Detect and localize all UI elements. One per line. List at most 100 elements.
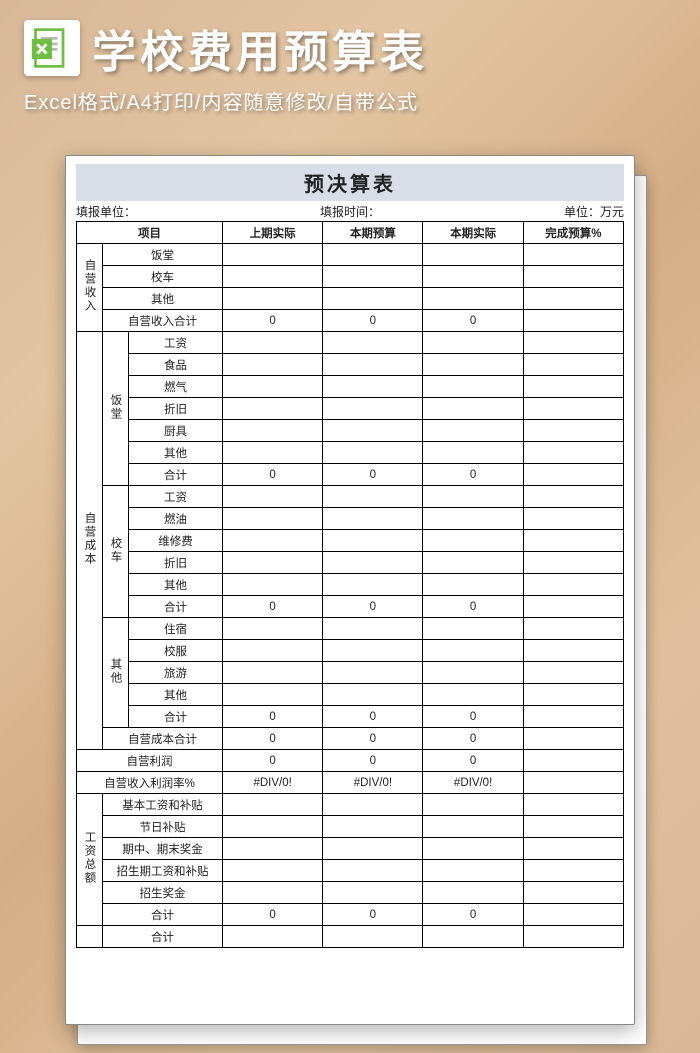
cell <box>423 508 523 530</box>
cell <box>223 354 323 376</box>
subtotal-cost: 自营成本合计 <box>103 728 223 750</box>
cell <box>323 640 423 662</box>
row-label: 折旧 <box>129 398 223 420</box>
cell <box>423 442 523 464</box>
cell: 0 <box>223 706 323 728</box>
group-salary: 工资总额 <box>77 794 103 926</box>
cell <box>223 266 323 288</box>
cell <box>423 618 523 640</box>
cell: #DIV/0! <box>223 772 323 794</box>
cell <box>523 310 623 332</box>
cell <box>523 266 623 288</box>
cell: 0 <box>423 310 523 332</box>
cell <box>423 332 523 354</box>
cell: 0 <box>223 750 323 772</box>
cell <box>523 794 623 816</box>
col-budget: 本期预算 <box>323 222 423 244</box>
cell <box>423 288 523 310</box>
cell <box>423 882 523 904</box>
cell <box>423 794 523 816</box>
cell: 0 <box>423 728 523 750</box>
row-label: 期中、期末奖金 <box>103 838 223 860</box>
row-label: 其他 <box>103 288 223 310</box>
cell: 0 <box>223 904 323 926</box>
cell <box>523 464 623 486</box>
cell <box>323 288 423 310</box>
cell <box>323 508 423 530</box>
cell <box>323 420 423 442</box>
cell <box>323 662 423 684</box>
cell: 0 <box>323 596 423 618</box>
cell <box>223 794 323 816</box>
cell <box>523 772 623 794</box>
cell <box>323 398 423 420</box>
row-label: 厨具 <box>129 420 223 442</box>
cell <box>523 684 623 706</box>
row-label: 其他 <box>129 574 223 596</box>
cell <box>223 838 323 860</box>
cell: 0 <box>323 706 423 728</box>
cell <box>323 816 423 838</box>
cell: 0 <box>223 310 323 332</box>
cell <box>523 728 623 750</box>
cell <box>423 354 523 376</box>
cell <box>523 838 623 860</box>
cell <box>423 860 523 882</box>
cell <box>323 860 423 882</box>
cell <box>523 288 623 310</box>
row-label: 合计 <box>103 904 223 926</box>
row-profit: 自营利润 <box>77 750 223 772</box>
row-label: 校服 <box>129 640 223 662</box>
cell <box>423 486 523 508</box>
row-label: 食品 <box>129 354 223 376</box>
cell <box>423 398 523 420</box>
cell <box>523 332 623 354</box>
row-label: 旅游 <box>129 662 223 684</box>
cell <box>223 574 323 596</box>
sheet-title: 预决算表 <box>76 164 624 201</box>
subgroup: 饭堂 <box>103 332 129 486</box>
row-label: 招生奖金 <box>103 882 223 904</box>
row-label: 合计 <box>129 706 223 728</box>
promo-subtitle: Excel格式/A4打印/内容随意修改/自带公式 <box>24 86 676 115</box>
row-label: 招生期工资和补贴 <box>103 860 223 882</box>
row-label: 其他 <box>129 442 223 464</box>
subgroup: 校车 <box>103 486 129 618</box>
row-label: 工资 <box>129 486 223 508</box>
cell <box>223 332 323 354</box>
cell <box>523 244 623 266</box>
cell: #DIV/0! <box>323 772 423 794</box>
col-actual: 本期实际 <box>423 222 523 244</box>
cell <box>223 882 323 904</box>
cell <box>523 486 623 508</box>
paper-stack: 预决算表 填报单位： 填报时间： 单位：万元 项目上期实际本期预算本期实际完成预… <box>65 155 635 1025</box>
tail-left <box>77 926 103 948</box>
meta-unit: 填报单位： <box>76 203 259 220</box>
meta-row: 填报单位： 填报时间： 单位：万元 <box>76 201 624 221</box>
cell: 0 <box>223 464 323 486</box>
budget-table: 项目上期实际本期预算本期实际完成预算%自营收入饭堂校车其他自营收入合计000自营… <box>76 221 624 948</box>
cell <box>223 860 323 882</box>
cell <box>523 530 623 552</box>
cell <box>223 552 323 574</box>
cell <box>223 618 323 640</box>
cell: 0 <box>423 904 523 926</box>
row-label: 燃油 <box>129 508 223 530</box>
cell <box>523 662 623 684</box>
cell: 0 <box>423 464 523 486</box>
cell <box>223 486 323 508</box>
cell <box>323 882 423 904</box>
cell <box>523 640 623 662</box>
cell: 0 <box>223 728 323 750</box>
cell <box>223 640 323 662</box>
cell <box>423 266 523 288</box>
cell <box>323 574 423 596</box>
cell <box>523 574 623 596</box>
cell <box>223 816 323 838</box>
cell <box>423 530 523 552</box>
cell <box>423 926 523 948</box>
cell <box>223 420 323 442</box>
cell <box>323 838 423 860</box>
cell <box>523 442 623 464</box>
col-prev: 上期实际 <box>223 222 323 244</box>
